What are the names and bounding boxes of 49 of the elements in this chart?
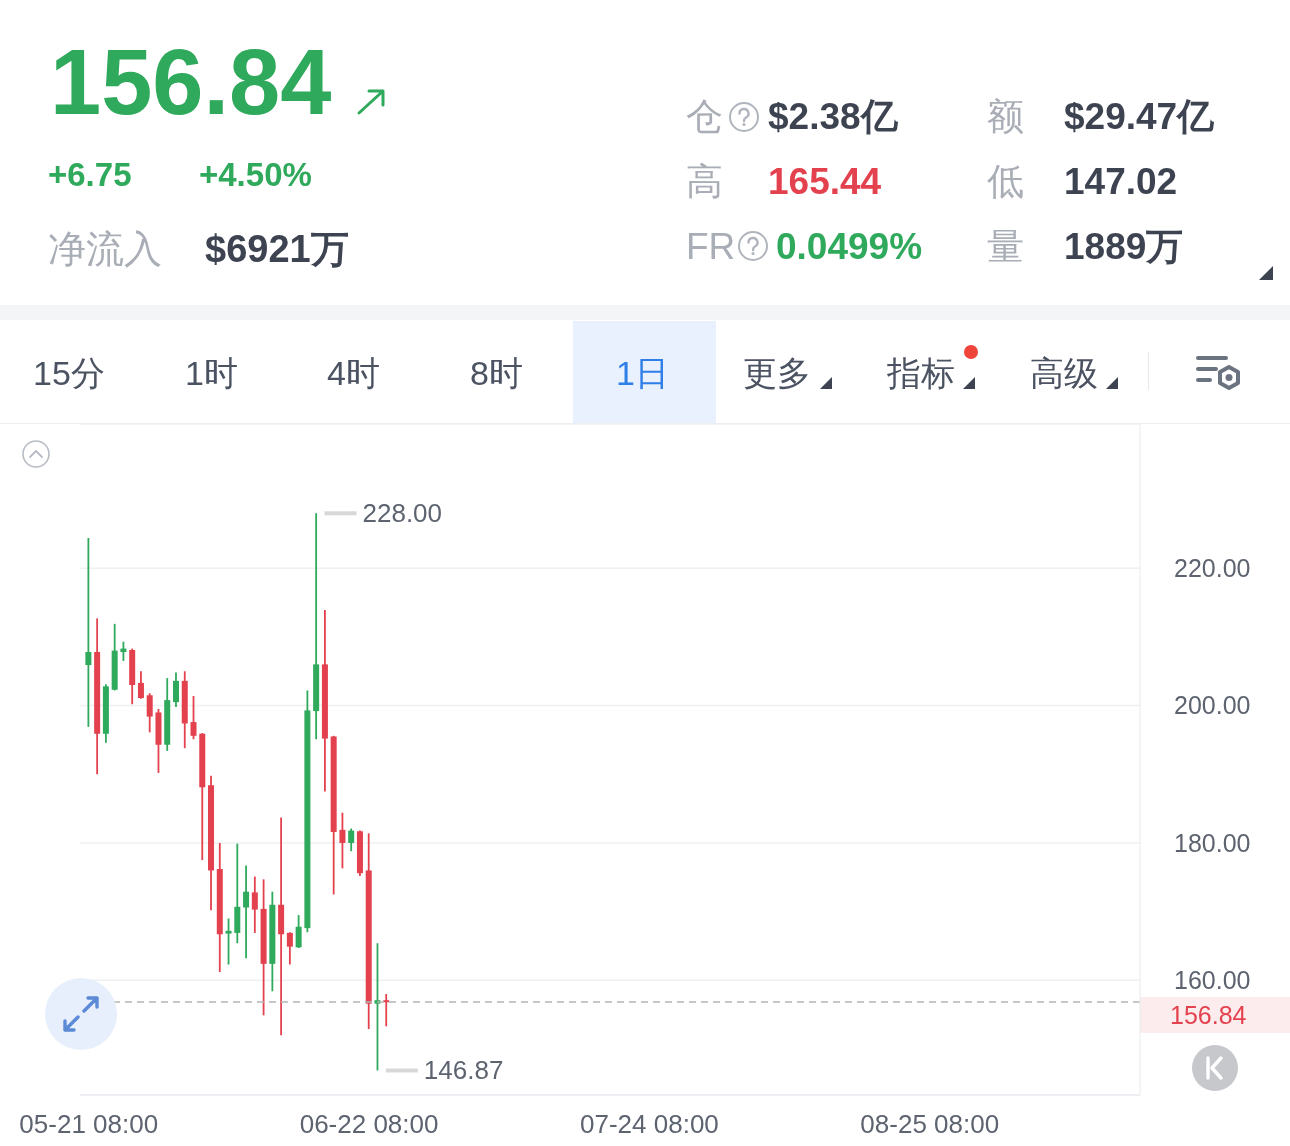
- text: 147.02: [1064, 161, 1178, 204]
- text: 仓: [686, 96, 723, 139]
- x-tick-label: 08-25 08:00: [860, 1109, 1000, 1140]
- text: 1889万: [1064, 226, 1184, 269]
- annotation: 146.87: [423, 1055, 504, 1086]
- x-tick-label: 05-21 08:00: [19, 1109, 159, 1140]
- text: +4.50%: [199, 156, 312, 194]
- text: 15分: [33, 354, 105, 394]
- candlestick: [251, 875, 258, 934]
- text: 1时: [185, 354, 238, 394]
- text: 指标: [887, 354, 955, 394]
- candlestick: [190, 695, 197, 741]
- text: 高级: [1030, 354, 1098, 394]
- x-tick-label: 06-22 08:00: [299, 1109, 439, 1140]
- text: 156.84: [50, 30, 332, 135]
- text: 1日: [616, 354, 669, 394]
- text: 4时: [327, 354, 380, 394]
- text: 8时: [470, 354, 523, 394]
- y-tick-label: 220.00: [1174, 554, 1251, 583]
- candlestick: [137, 670, 144, 700]
- text: 0.0499%: [776, 226, 923, 269]
- candlestick: [172, 671, 179, 708]
- y-tick-label: 160.00: [1174, 966, 1251, 995]
- candlestick: [295, 914, 302, 949]
- candlestick: [339, 811, 346, 870]
- annotation: 228.00: [362, 498, 443, 529]
- candlestick: [85, 537, 92, 728]
- candlestick: [146, 692, 153, 734]
- text: FR: [686, 226, 736, 269]
- candlestick: [348, 827, 355, 853]
- y-tick-label: 180.00: [1174, 828, 1251, 857]
- text: +6.75: [48, 156, 132, 194]
- candlestick: [286, 931, 293, 966]
- text: 量: [987, 226, 1024, 269]
- text: 额: [987, 96, 1024, 139]
- candlestick: [225, 917, 232, 966]
- y-tick-label: 200.00: [1174, 691, 1251, 720]
- text: 净流入: [48, 228, 162, 272]
- text: 低: [987, 161, 1024, 204]
- text: $6921万: [205, 228, 349, 272]
- text: 更多: [743, 354, 811, 394]
- ref-line-label: 156.84: [1170, 1001, 1247, 1030]
- candlestick: [383, 993, 390, 1028]
- text: 高: [686, 161, 723, 204]
- text: $29.47亿: [1064, 96, 1215, 139]
- text: 165.44: [768, 161, 882, 204]
- candlestick: [243, 864, 250, 960]
- text: $2.38亿: [768, 96, 898, 139]
- x-tick-label: 07-24 08:00: [580, 1109, 719, 1140]
